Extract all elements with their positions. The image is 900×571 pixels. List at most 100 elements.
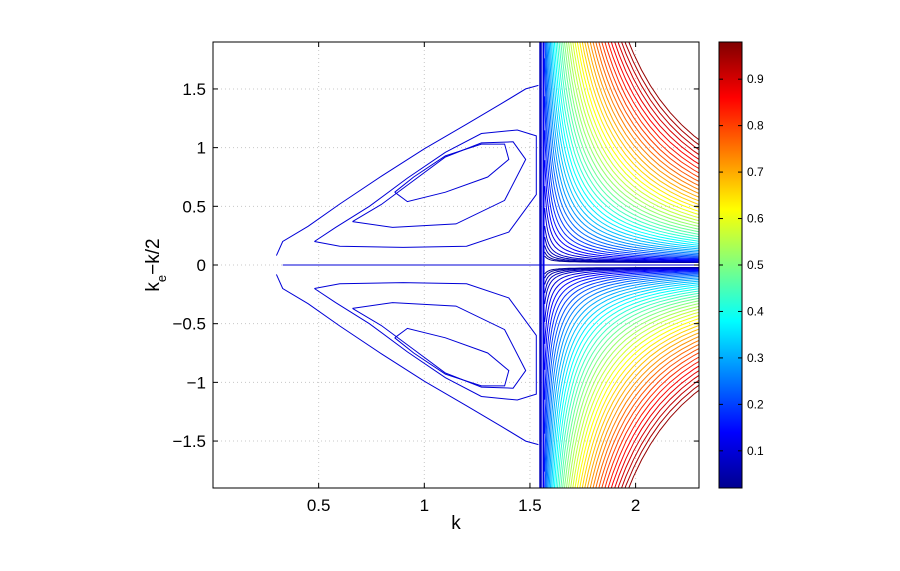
y-axis-label-subscript: e [154, 275, 169, 282]
branch-contour-lower [621, 379, 699, 488]
branch-contour-lower [544, 271, 699, 434]
branch-contour-upper [617, 42, 699, 156]
branch-contour-lower [595, 343, 699, 488]
branch-contour-upper [576, 42, 699, 212]
branch-contour-upper [562, 42, 699, 233]
lobe-contour-lower [394, 327, 510, 387]
lobe-contour-upper [275, 84, 539, 256]
branch-contour-lower [601, 352, 699, 488]
branch-contour-upper [544, 130, 699, 260]
branch-contour-upper [544, 225, 699, 263]
branch-contour-upper [584, 42, 699, 202]
branch-contour-lower [610, 365, 699, 488]
branch-contour-lower [624, 384, 699, 488]
branch-contour-upper [579, 42, 699, 209]
branch-contour-upper [558, 42, 699, 238]
branch-contour-lower [548, 279, 699, 488]
branch-contour-upper [544, 236, 699, 263]
branch-contour-lower [544, 272, 699, 472]
branch-contour-lower [576, 318, 699, 488]
colorbar-tick-label: 0.9 [747, 72, 764, 86]
branch-contour-upper [610, 42, 699, 165]
branch-contour-upper [544, 58, 699, 258]
branch-contour-lower [544, 267, 699, 305]
branch-contour-upper [544, 160, 699, 261]
branch-contour-lower [544, 267, 699, 294]
branch-contour-lower [614, 370, 699, 488]
colorbar-tick-label: 0.7 [747, 165, 764, 179]
x-tick-label: 2 [631, 496, 640, 515]
branch-contour-lower [544, 268, 699, 322]
lobe-contour-lower [352, 302, 527, 389]
branch-contour-lower [560, 295, 699, 488]
branch-contour-lower [598, 347, 699, 488]
y-tick-label: −1 [187, 373, 206, 392]
y-axis-ticks: −1.5 −1 −0.5 0 0.5 1 1.5 [172, 80, 699, 451]
colorbar-tick-label: 0.1 [747, 444, 764, 458]
branch-contour-upper [614, 42, 699, 160]
branch-contour-upper [570, 42, 699, 222]
branch-contour-upper [552, 42, 699, 246]
branch-contour-upper [592, 42, 699, 191]
branch-contour-upper [544, 245, 699, 263]
branch-contour-lower [628, 389, 699, 488]
branch-contour-upper [564, 42, 699, 230]
branch-contour-lower [584, 328, 699, 488]
branch-contour-lower [544, 270, 699, 400]
branch-contour-lower [556, 290, 699, 488]
branch-contour-upper [601, 42, 699, 178]
colorbar-tick-label: 0.3 [747, 351, 764, 365]
y-axis-label-main: k [143, 282, 164, 292]
lobe-contour-upper [394, 143, 510, 203]
branch-contour-lower [589, 336, 699, 488]
y-tick-label: 1 [197, 139, 206, 158]
branch-contour-lower [565, 303, 699, 488]
svg-text:ke−k/2: ke−k/2 [143, 238, 169, 291]
branch-contour-upper [547, 42, 699, 253]
branch-contour-upper [545, 42, 699, 256]
branch-contour-upper [607, 42, 699, 170]
branch-contour-lower [564, 300, 699, 488]
branch-contour-lower [553, 286, 699, 488]
branch-contour-lower [570, 308, 699, 488]
branch-contour-lower [572, 311, 699, 488]
branch-contour-lower [568, 305, 699, 488]
branch-contour-lower [552, 284, 699, 488]
branch-contour-lower [604, 356, 699, 488]
branch-contour-lower [581, 324, 699, 488]
branch-contour-upper [553, 42, 699, 244]
y-axis-label: ke−k/2 [143, 238, 169, 291]
branch-contour-lower [544, 268, 699, 344]
branch-contour-lower [558, 292, 699, 488]
branch-contour-lower [544, 273, 699, 488]
branch-contour-upper [556, 42, 699, 240]
contour-lines [275, 42, 699, 488]
x-tick-label: 1.5 [518, 496, 542, 515]
x-axis-ticks: 0.5 1 1.5 2 [307, 42, 640, 515]
lobe-contour-lower [275, 274, 539, 446]
y-tick-label: 1.5 [182, 80, 206, 99]
branch-contour-upper [598, 42, 699, 183]
y-tick-label: 0 [197, 256, 206, 275]
branch-contour-lower [546, 275, 699, 488]
branch-contour-lower [617, 374, 699, 488]
branch-contour-upper [595, 42, 699, 187]
branch-contour-upper [551, 42, 699, 248]
branch-contour-upper [581, 42, 699, 206]
branch-contour-upper [544, 186, 699, 262]
colorbar-tick-label: 0.5 [747, 258, 764, 272]
branch-contour-upper [621, 42, 699, 151]
y-axis-label-rest: −k/2 [143, 238, 164, 274]
lobe-contour-upper [314, 129, 537, 248]
x-tick-label: 1 [420, 496, 429, 515]
branch-contour-upper [546, 42, 699, 255]
branch-contour-upper [544, 42, 699, 257]
branch-contour-upper [549, 42, 699, 250]
branch-contour-upper [560, 42, 699, 235]
branch-contour-upper [555, 42, 699, 242]
branch-contour-lower [551, 282, 699, 488]
lobe-contour-lower [314, 282, 537, 401]
colorbar-tick-label: 0.8 [747, 119, 764, 133]
branch-contour-lower [549, 280, 699, 488]
branch-contour-upper [548, 42, 699, 251]
